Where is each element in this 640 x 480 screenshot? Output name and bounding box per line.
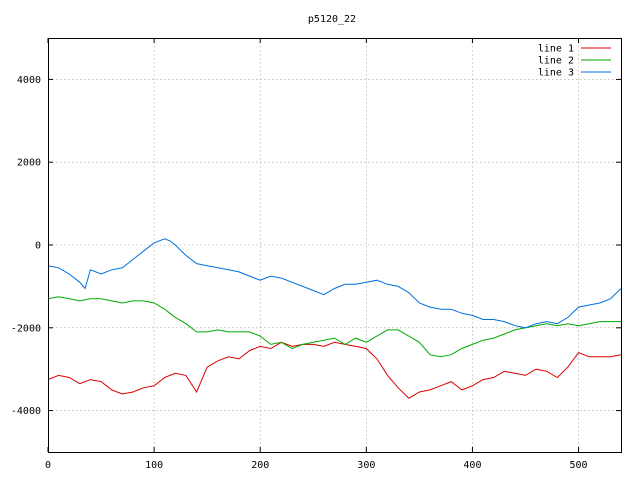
x-tick-label: 300 bbox=[357, 460, 375, 471]
chart-title: p5120_22 bbox=[308, 14, 356, 25]
x-tick-label: 400 bbox=[463, 460, 481, 471]
plot-frame bbox=[48, 38, 622, 453]
y-tick-label: -4000 bbox=[11, 406, 41, 417]
grid bbox=[48, 38, 621, 452]
x-tick-label: 0 bbox=[45, 460, 51, 471]
y-tick-label: -2000 bbox=[11, 323, 41, 334]
x-tick-label: 200 bbox=[251, 460, 269, 471]
series-group bbox=[47, 238, 622, 399]
series-line-2 bbox=[47, 296, 621, 358]
x-tick-label: 100 bbox=[145, 460, 163, 471]
series-line-3 bbox=[47, 238, 622, 329]
y-tick-label: 2000 bbox=[17, 158, 41, 169]
y-tick-label: 4000 bbox=[17, 75, 41, 86]
series-line-1 bbox=[47, 341, 622, 399]
x-tick-label: 500 bbox=[570, 460, 588, 471]
legend-label-2: line 2 bbox=[538, 56, 574, 67]
y-tick-label: 0 bbox=[35, 241, 41, 252]
legend-label-1: line 1 bbox=[538, 44, 574, 55]
axis-ticks: 0 100 200 300 400 500 -4000 -2000 0 2000 4000 bbox=[11, 38, 621, 471]
legend-label-3: line 3 bbox=[538, 68, 574, 79]
